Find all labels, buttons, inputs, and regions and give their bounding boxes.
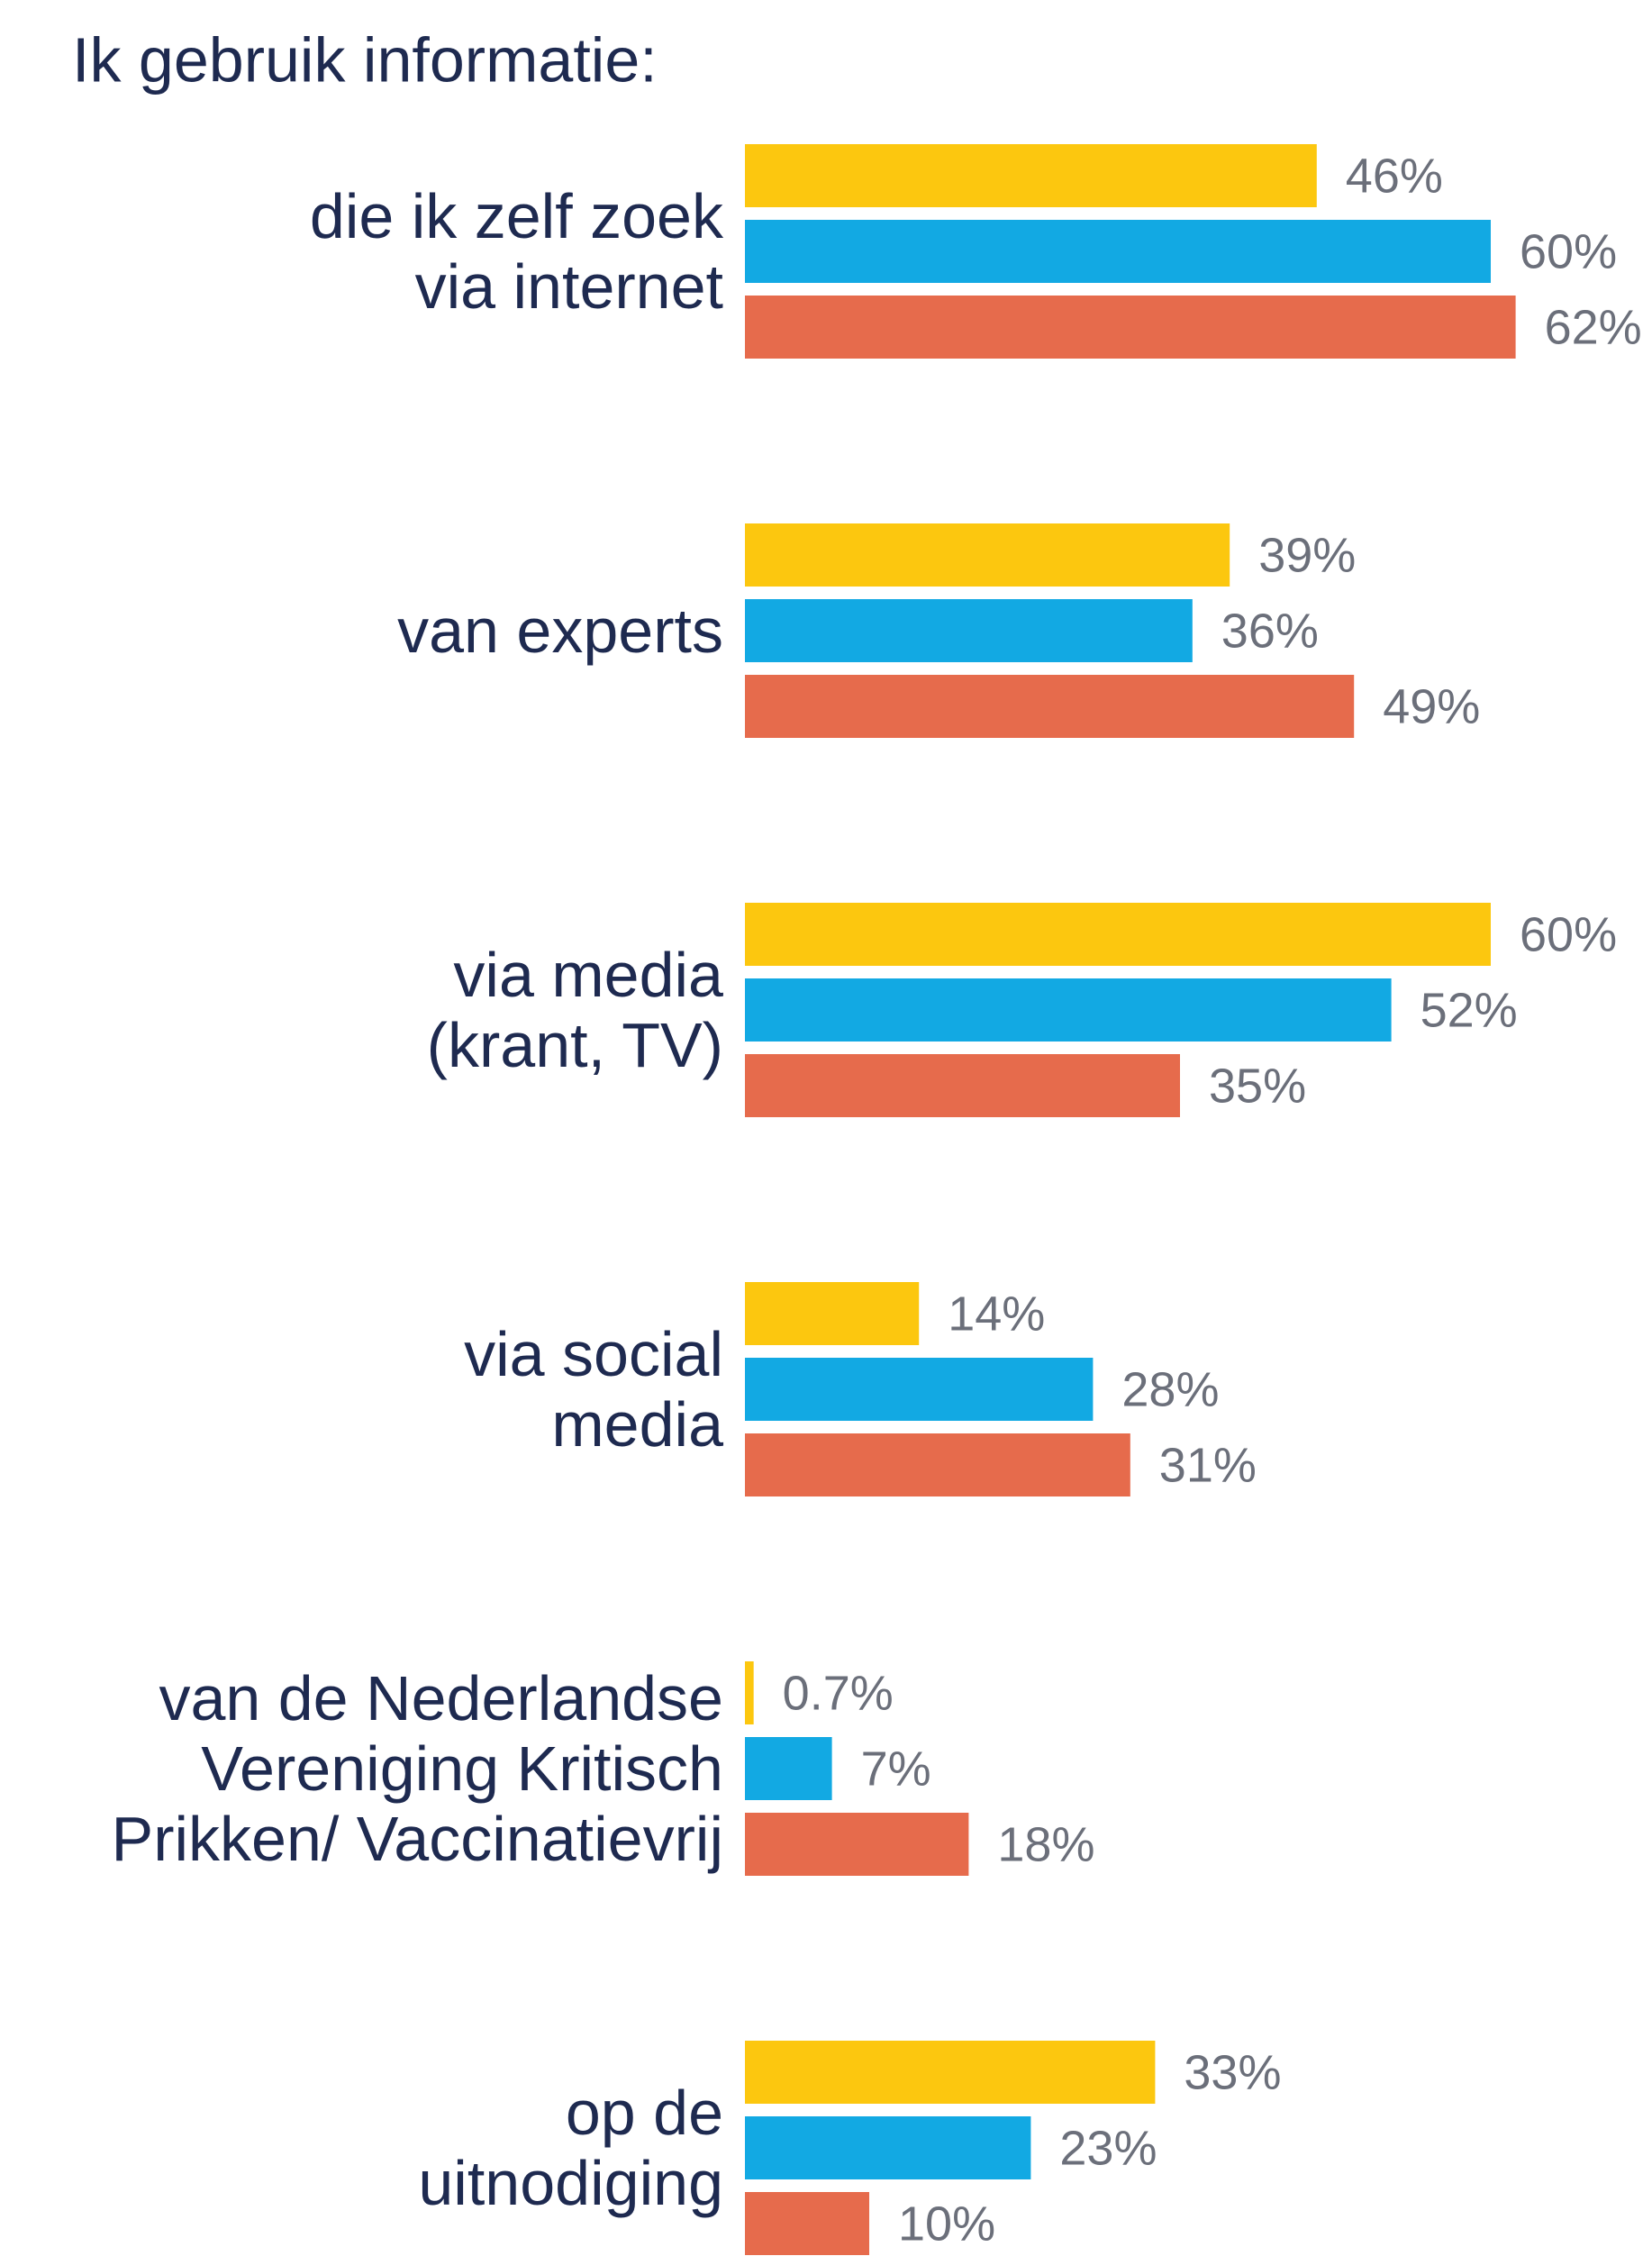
value-label: 33% [1184, 2045, 1281, 2099]
category-label: van experts [397, 596, 723, 666]
value-label: 35% [1209, 1059, 1306, 1113]
value-label: 7% [861, 1742, 931, 1796]
category-label: op de uitnodiging [418, 2078, 723, 2218]
bar [745, 2041, 1156, 2104]
bar [745, 675, 1355, 738]
value-label: 10% [898, 2197, 995, 2251]
value-label: 52% [1421, 983, 1518, 1037]
value-label: 62% [1545, 300, 1642, 354]
bar [745, 1054, 1180, 1117]
bar [745, 2192, 869, 2255]
value-label: 0.7% [783, 1666, 894, 1720]
bar [745, 903, 1491, 966]
bar [745, 1433, 1130, 1496]
bar [745, 2116, 1031, 2179]
bar [745, 599, 1193, 662]
bar [745, 1737, 832, 1800]
value-label: 46% [1346, 149, 1443, 203]
chart-title: Ik gebruik informatie: [72, 24, 658, 95]
bar [745, 1813, 969, 1876]
bar [745, 1661, 754, 1724]
value-label: 28% [1121, 1362, 1219, 1416]
value-label: 23% [1059, 2121, 1157, 2175]
value-label: 14% [948, 1287, 1045, 1341]
value-label: 18% [997, 1817, 1094, 1871]
value-label: 49% [1383, 679, 1480, 733]
category-label: via social media [464, 1319, 723, 1460]
bar [745, 296, 1516, 359]
value-label: 60% [1520, 907, 1617, 961]
bar [745, 978, 1392, 1042]
bar [745, 1358, 1094, 1421]
bar [745, 1282, 920, 1345]
category-label: die ik zelf zoek via internet [309, 181, 723, 322]
category-label: via media (krant, TV) [426, 940, 723, 1080]
value-label: 31% [1159, 1438, 1257, 1492]
bar [745, 523, 1230, 587]
value-label: 39% [1258, 528, 1356, 582]
value-label: 36% [1221, 604, 1319, 658]
bar [745, 220, 1491, 283]
value-label: 60% [1520, 224, 1617, 278]
category-label: van de Nederlandse Vereniging Kritisch P… [111, 1663, 724, 1874]
bar [745, 144, 1317, 207]
